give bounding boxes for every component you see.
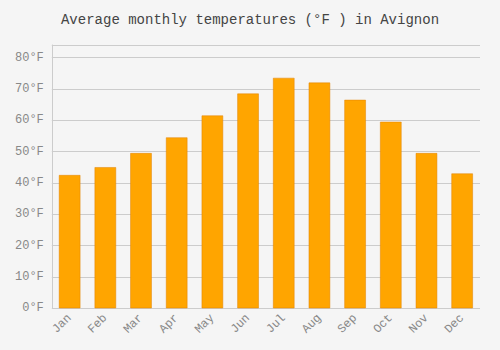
svg-text:30°F: 30°F [15, 207, 44, 221]
svg-text:70°F: 70°F [15, 82, 44, 96]
svg-text:60°F: 60°F [15, 113, 44, 127]
svg-text:Average monthly temperatures (: Average monthly temperatures (°F ) in Av… [61, 12, 439, 28]
svg-text:Jan: Jan [49, 311, 74, 336]
svg-text:80°F: 80°F [15, 51, 44, 65]
svg-text:Jun: Jun [228, 311, 253, 336]
svg-text:May: May [192, 311, 217, 336]
svg-text:Sep: Sep [335, 311, 360, 336]
svg-text:Jul: Jul [264, 311, 289, 336]
svg-text:Aug: Aug [299, 311, 324, 336]
svg-text:0°F: 0°F [22, 301, 44, 315]
svg-text:40°F: 40°F [15, 176, 44, 190]
svg-text:Mar: Mar [121, 311, 146, 336]
svg-text:Dec: Dec [442, 311, 467, 336]
svg-text:Oct: Oct [371, 311, 396, 336]
svg-text:50°F: 50°F [15, 145, 44, 159]
svg-text:Feb: Feb [85, 311, 110, 336]
svg-text:Apr: Apr [156, 311, 181, 336]
svg-text:20°F: 20°F [15, 239, 44, 253]
svg-text:10°F: 10°F [15, 270, 44, 284]
svg-text:Nov: Nov [406, 311, 431, 336]
